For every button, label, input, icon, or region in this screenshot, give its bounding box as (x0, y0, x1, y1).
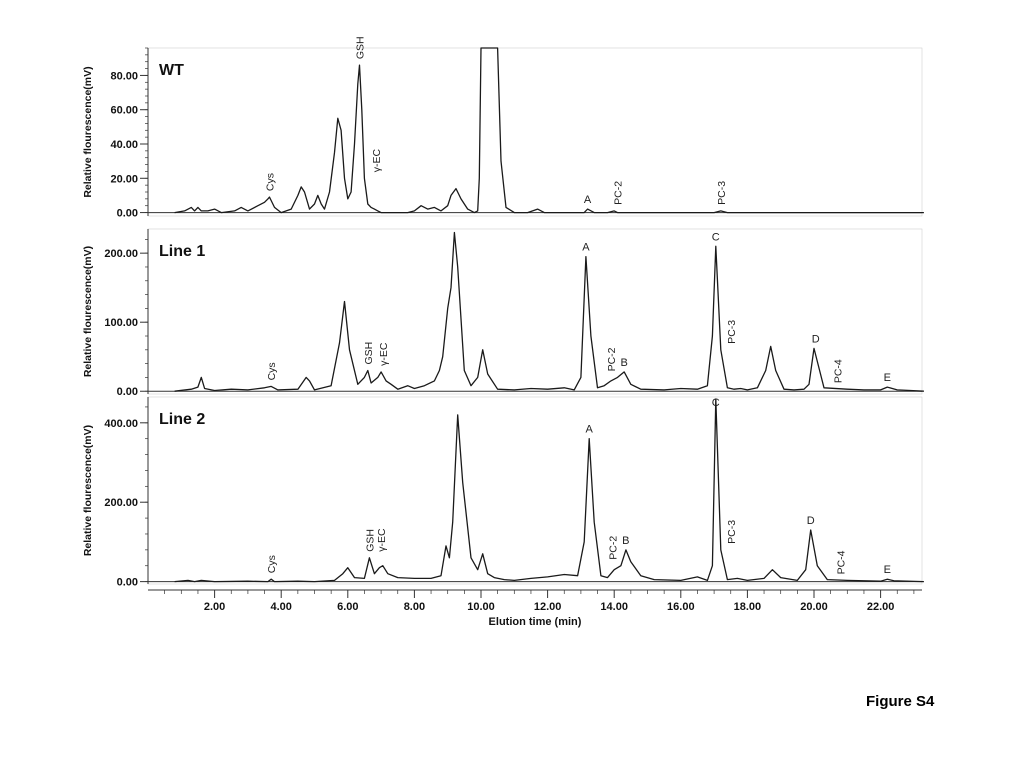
x-tick-label: 8.00 (404, 601, 425, 613)
y-tick-label: 200.00 (104, 248, 138, 260)
peak-label: GSH (354, 36, 366, 59)
peak-label: PC-4 (832, 359, 844, 383)
peak-label: GSH (363, 342, 375, 365)
peak-label: C (712, 231, 720, 243)
panel-2: 0.00 200.00 400.00 Relative flourescence(mV… (82, 396, 924, 628)
x-tick-label: 18.00 (734, 601, 762, 613)
peak-label: C (712, 397, 720, 409)
peak-label: PC-2 (606, 347, 618, 371)
x-tick-label: 12.00 (534, 601, 562, 613)
peak-label: B (621, 357, 628, 369)
peak-label: PC-4 (836, 550, 848, 574)
peak-label: PC-3 (726, 520, 738, 544)
peak-label: PC-3 (726, 320, 738, 344)
x-tick-label: 10.00 (467, 601, 495, 613)
plot-area (147, 228, 923, 395)
peak-label: Cys (265, 173, 277, 191)
series-line (174, 231, 924, 392)
peak-label: γ-EC (371, 149, 383, 173)
panel-title: WT (159, 62, 184, 79)
peak-label: E (884, 372, 891, 384)
x-tick-label: 22.00 (867, 601, 895, 613)
peak-label: γ-EC (376, 528, 388, 552)
peak-label: GSH (364, 529, 376, 552)
x-tick-label: 20.00 (800, 601, 828, 613)
peak-label: Cys (266, 555, 278, 573)
panel-0: 0.00 20.00 40.00 60.00 80.00 Relative floures… (82, 36, 924, 220)
peak-label: PC-3 (716, 181, 728, 205)
peak-label: A (584, 194, 592, 206)
series-line (174, 47, 924, 214)
x-tick-label: 16.00 (667, 601, 695, 613)
y-tick-label: 400.00 (104, 418, 138, 430)
peak-label: Cys (266, 362, 278, 380)
y-tick-label: 60.00 (110, 105, 138, 117)
series-line (174, 398, 924, 583)
y-tick-label: 40.00 (110, 139, 138, 151)
y-tick-label: 0.00 (117, 577, 138, 589)
y-tick-label: 0.00 (117, 386, 138, 398)
plot-area (147, 396, 923, 585)
peak-label: A (586, 424, 594, 436)
peak-label: B (622, 535, 629, 547)
peak-label: PC-2 (613, 181, 625, 205)
y-tick-label: 100.00 (104, 317, 138, 329)
peak-label: E (884, 564, 891, 576)
peak-label: D (807, 515, 815, 527)
x-axis-label: Elution time (min) (489, 616, 582, 628)
panel-title: Line 2 (159, 411, 205, 428)
peak-label: D (812, 333, 820, 345)
x-tick-label: 14.00 (600, 601, 628, 613)
panel-title: Line 1 (159, 243, 205, 260)
x-tick-label: 4.00 (270, 601, 291, 613)
peak-label: PC-2 (608, 536, 620, 560)
x-tick-label: 6.00 (337, 601, 358, 613)
panel-1: 0.00 100.00 200.00 Relative flourescence(mV… (82, 228, 924, 398)
peak-label: γ-EC (378, 342, 390, 366)
y-axis-label: Relative flourescence(mV) (82, 425, 94, 556)
y-tick-label: 200.00 (104, 497, 138, 509)
y-tick-label: 20.00 (110, 173, 138, 185)
peak-label: A (582, 242, 590, 254)
x-tick-label: 2.00 (204, 601, 225, 613)
figure-label: Figure S4 (866, 693, 935, 710)
chromatogram-panels: 0.00 20.00 40.00 60.00 80.00 Relative floures… (82, 36, 924, 628)
plot-area (147, 47, 923, 217)
y-axis-label: Relative flourescence(mV) (82, 66, 94, 197)
y-axis-label: Relative flourescence(mV) (82, 246, 94, 377)
y-tick-label: 0.00 (117, 208, 138, 220)
y-tick-label: 80.00 (110, 70, 138, 82)
